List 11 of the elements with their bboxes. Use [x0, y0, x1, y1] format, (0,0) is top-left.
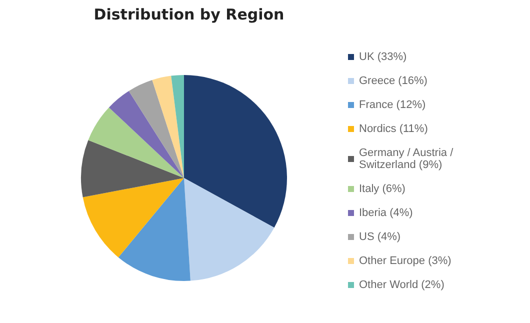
legend-label: Italy (6%): [359, 183, 406, 195]
legend-label: Germany / Austria / Switzerland (9%): [359, 147, 456, 171]
legend-label: US (4%): [359, 231, 401, 243]
legend-label: UK (33%): [359, 51, 407, 63]
chart-title: Distribution by Region: [94, 6, 284, 24]
legend-label: Other Europe (3%): [359, 255, 452, 267]
legend-label: Greece (16%): [359, 75, 428, 87]
legend-label: Nordics (11%): [359, 123, 428, 135]
legend-label: Iberia (4%): [359, 207, 413, 219]
legend-label: Other World (2%): [359, 279, 444, 291]
legend-label: France (12%): [359, 99, 426, 111]
